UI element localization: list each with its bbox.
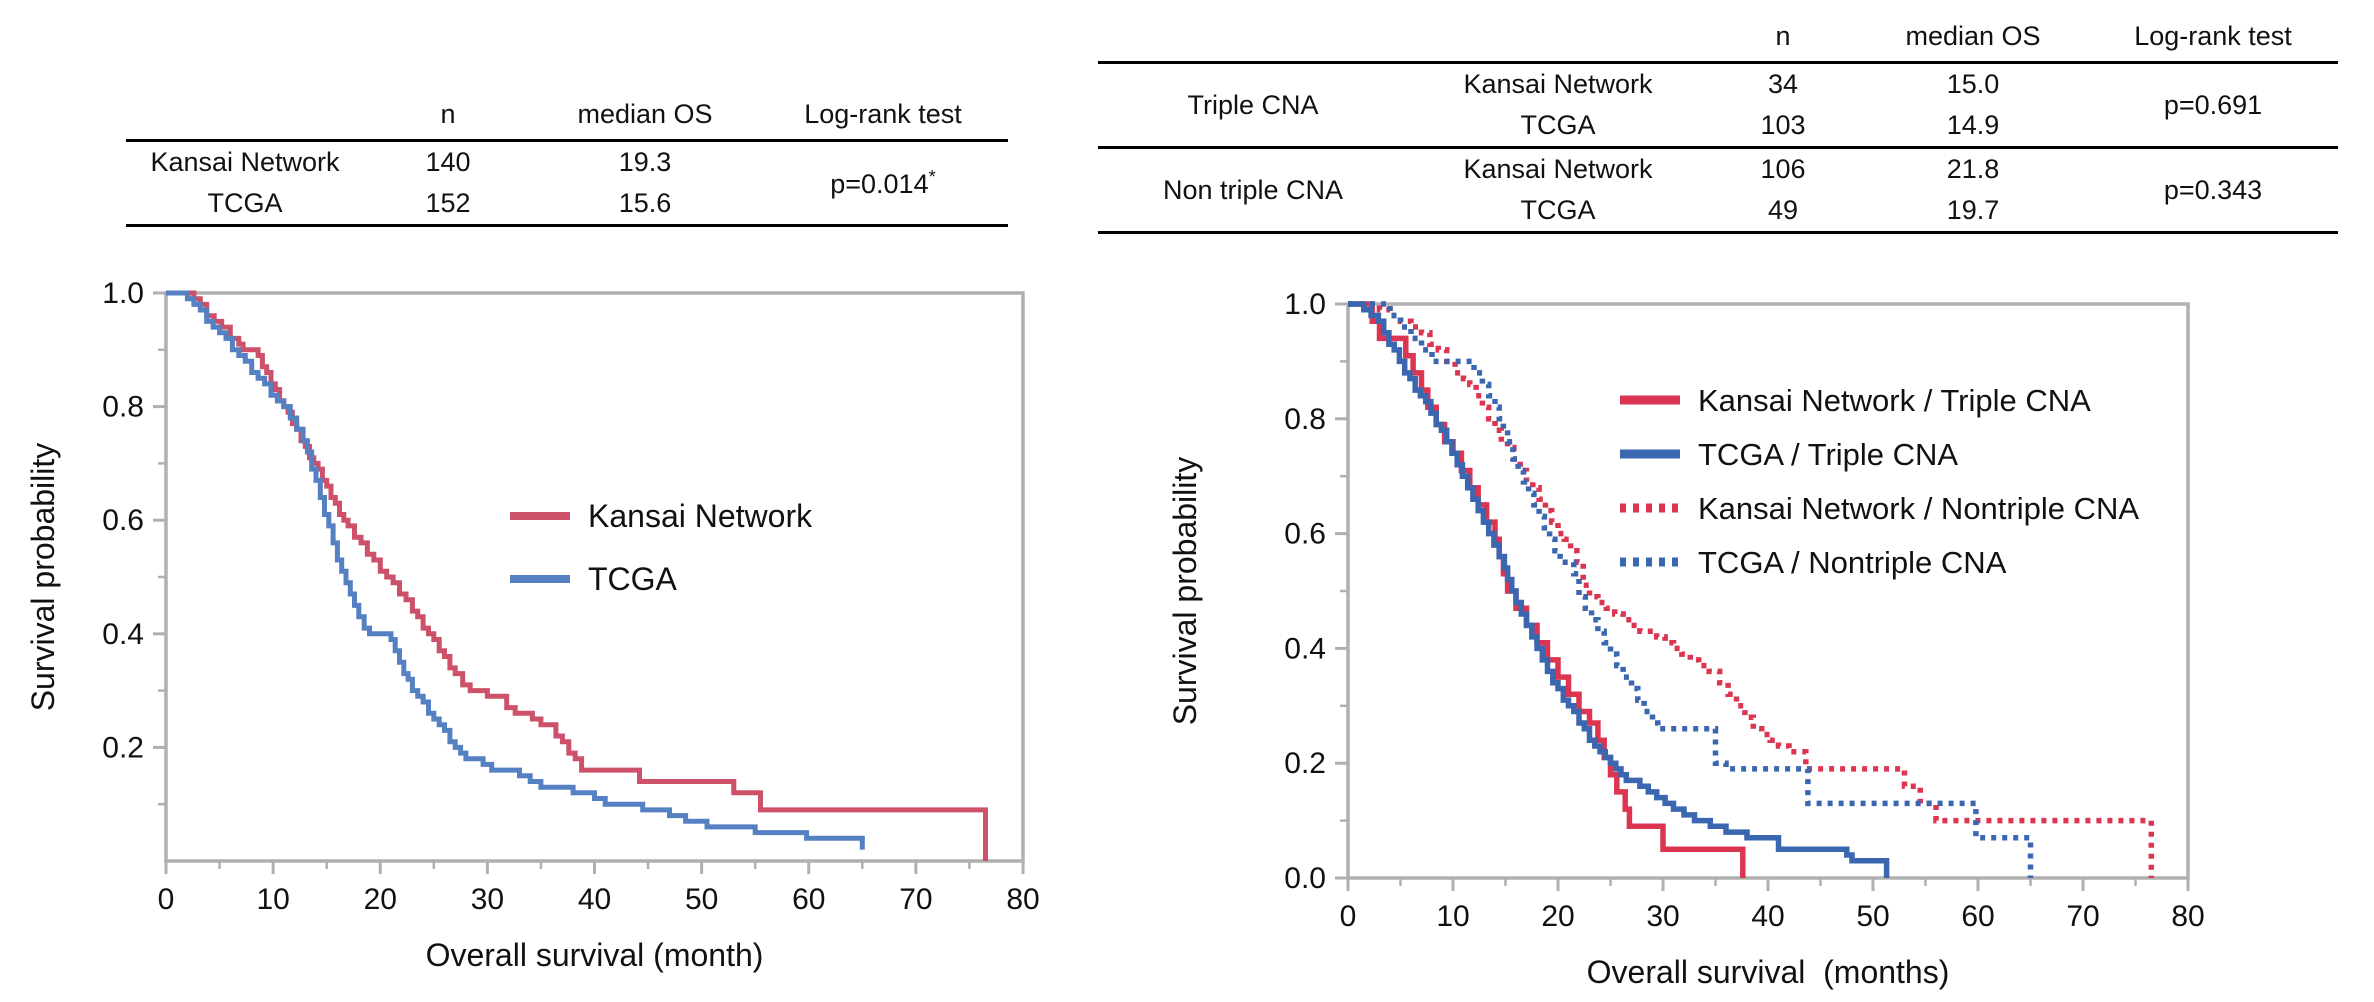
p-value: p=0.014 bbox=[830, 169, 929, 200]
x-tick-label: 80 bbox=[1006, 883, 1039, 916]
column-header-median-os: median OS bbox=[1858, 16, 2088, 65]
legend-label-0: Kansai Network bbox=[588, 498, 813, 534]
p-value-cell: p=0.691 bbox=[2088, 62, 2338, 150]
table-row: Kansai Network 140 19.3 p=0.014* bbox=[126, 140, 1008, 228]
column-header-median-os: median OS bbox=[532, 94, 758, 143]
n-value: 140 bbox=[425, 147, 471, 178]
y-tick-label: 0.8 bbox=[102, 391, 144, 424]
median-os-value: 19.3 bbox=[618, 147, 672, 178]
y-tick-label: 0.0 bbox=[1284, 862, 1326, 895]
y-tick-label: 0.6 bbox=[1284, 518, 1326, 551]
km-curve-3 bbox=[1348, 301, 2034, 878]
column-header-empty bbox=[1408, 16, 1708, 65]
column-header-logrank: Log-rank test bbox=[758, 94, 1008, 143]
n-value: 152 bbox=[364, 183, 532, 228]
km-curve-2 bbox=[1348, 301, 2155, 878]
group-label: Non triple CNA bbox=[1098, 147, 1408, 235]
left-km-chart: 0 10 20 30 40 50 60 70 80 0.2 0.4 0.6 0.8 1.0 Overall … bbox=[25, 277, 1040, 973]
x-tick-label: 60 bbox=[1961, 900, 1994, 933]
x-tick-label: 70 bbox=[2066, 900, 2099, 933]
x-tick-label: 70 bbox=[899, 883, 932, 916]
table-row: TCGA 49 19.7 bbox=[1098, 190, 2338, 235]
cohort-label: TCGA bbox=[126, 183, 364, 228]
n-value: 106 bbox=[1760, 154, 1806, 185]
km-curve-0 bbox=[166, 290, 988, 861]
legend-label-0: Kansai Network / Triple CNA bbox=[1698, 383, 2091, 418]
median-os-value: 19.7 bbox=[1858, 190, 2088, 235]
p-value-cell: p=0.343 bbox=[2088, 147, 2338, 235]
median-os-value: 15.0 bbox=[1946, 69, 2000, 100]
legend-label-2: Kansai Network / Nontriple CNA bbox=[1698, 491, 2139, 526]
y-tick-label: 0.4 bbox=[102, 618, 144, 651]
x-tick-label: 0 bbox=[158, 883, 175, 916]
x-tick-label: 30 bbox=[1646, 900, 1679, 933]
legend-label-1: TCGA bbox=[588, 561, 678, 597]
left-summary-table: n median OS Log-rank test Kansai Network… bbox=[126, 94, 1008, 228]
cohort-label: Kansai Network bbox=[150, 147, 340, 178]
y-tick-label: 1.0 bbox=[1284, 288, 1326, 321]
km-curve-0 bbox=[1348, 301, 1746, 878]
x-axis-title: Overall survival (months) bbox=[1587, 954, 1950, 990]
cohort-label: TCGA bbox=[1408, 190, 1708, 235]
y-tick-label: 0.4 bbox=[1284, 632, 1326, 665]
table-row: Triple CNA Kansai Network 34 15.0 p=0.69… bbox=[1098, 62, 2338, 150]
x-tick-label: 10 bbox=[256, 883, 289, 916]
table-row: TCGA 152 15.6 bbox=[126, 183, 1008, 228]
x-tick-label: 60 bbox=[792, 883, 825, 916]
km-curve-1 bbox=[166, 290, 865, 850]
y-tick-label: 0.6 bbox=[102, 504, 144, 537]
y-axis-title: Survival probability bbox=[1167, 457, 1203, 726]
x-tick-label: 10 bbox=[1436, 900, 1469, 933]
cohort-label: Kansai Network bbox=[1463, 69, 1653, 100]
table-header-row: n median OS Log-rank test bbox=[1098, 16, 2338, 65]
cohort-label: TCGA bbox=[1408, 105, 1708, 150]
cohort-label: Kansai Network bbox=[1463, 154, 1653, 185]
median-os-value: 15.6 bbox=[532, 183, 758, 228]
group-label: Triple CNA bbox=[1098, 62, 1408, 150]
legend-label-3: TCGA / Nontriple CNA bbox=[1698, 545, 2007, 580]
y-tick-label: 1.0 bbox=[102, 277, 144, 310]
x-tick-label: 20 bbox=[1541, 900, 1574, 933]
right-km-chart: 0 10 20 30 40 50 60 70 80 0.0 0.2 0.4 0.6 0.8 1.0 Overa… bbox=[1167, 288, 2205, 990]
x-tick-label: 20 bbox=[364, 883, 397, 916]
median-os-value: 14.9 bbox=[1858, 105, 2088, 150]
x-axis-title: Overall survival (month) bbox=[426, 937, 764, 973]
x-tick-label: 40 bbox=[578, 883, 611, 916]
n-value: 103 bbox=[1708, 105, 1858, 150]
legend-label-1: TCGA / Triple CNA bbox=[1698, 437, 1958, 472]
n-value: 34 bbox=[1767, 69, 1799, 100]
table-header-row: n median OS Log-rank test bbox=[126, 94, 1008, 143]
y-tick-label: 0.8 bbox=[1284, 403, 1326, 436]
y-tick-label: 0.2 bbox=[1284, 747, 1326, 780]
significance-asterisk: * bbox=[928, 166, 936, 188]
column-header-n: n bbox=[364, 94, 532, 143]
x-tick-label: 50 bbox=[685, 883, 718, 916]
x-tick-label: 50 bbox=[1856, 900, 1889, 933]
y-axis-title: Survival probability bbox=[25, 443, 61, 712]
column-header-n: n bbox=[1708, 16, 1858, 65]
p-value-cell: p=0.014* bbox=[758, 140, 1008, 228]
y-tick-label: 0.2 bbox=[102, 731, 144, 764]
km-curve-1 bbox=[1348, 301, 1890, 878]
x-tick-label: 30 bbox=[471, 883, 504, 916]
x-tick-label: 0 bbox=[1340, 900, 1357, 933]
table-row: Non triple CNA Kansai Network 106 21.8 p… bbox=[1098, 147, 2338, 235]
table-row: TCGA 103 14.9 bbox=[1098, 105, 2338, 150]
right-summary-table: n median OS Log-rank test Triple CNA Kan… bbox=[1098, 16, 2338, 235]
x-tick-label: 40 bbox=[1751, 900, 1784, 933]
column-header-empty bbox=[126, 94, 364, 143]
x-tick-label: 80 bbox=[2171, 900, 2204, 933]
n-value: 49 bbox=[1708, 190, 1858, 235]
column-header-empty bbox=[1098, 16, 1408, 65]
median-os-value: 21.8 bbox=[1946, 154, 2000, 185]
column-header-logrank: Log-rank test bbox=[2088, 16, 2338, 65]
